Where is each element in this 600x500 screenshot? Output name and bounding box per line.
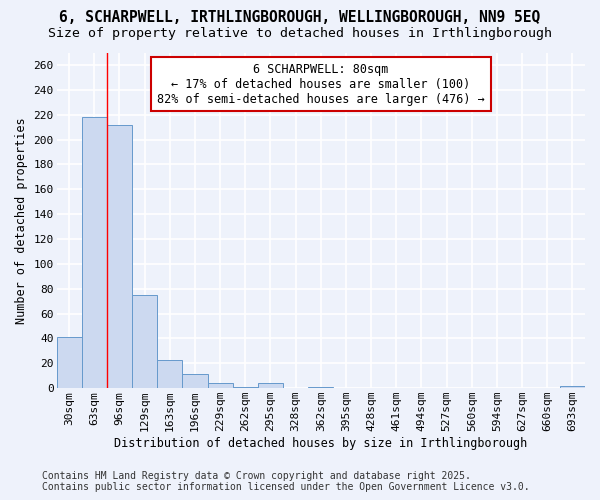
Bar: [258, 383, 283, 388]
Bar: [107, 124, 132, 388]
Bar: [157, 360, 182, 388]
Text: Size of property relative to detached houses in Irthlingborough: Size of property relative to detached ho…: [48, 28, 552, 40]
Bar: [82, 117, 107, 388]
Text: 6, SCHARPWELL, IRTHLINGBOROUGH, WELLINGBOROUGH, NN9 5EQ: 6, SCHARPWELL, IRTHLINGBOROUGH, WELLINGB…: [59, 10, 541, 25]
Bar: [56, 337, 82, 388]
X-axis label: Distribution of detached houses by size in Irthlingborough: Distribution of detached houses by size …: [114, 437, 527, 450]
Bar: [233, 387, 258, 388]
Bar: [560, 386, 585, 388]
Bar: [208, 383, 233, 388]
Bar: [132, 295, 157, 388]
Text: 6 SCHARPWELL: 80sqm
← 17% of detached houses are smaller (100)
82% of semi-detac: 6 SCHARPWELL: 80sqm ← 17% of detached ho…: [157, 62, 485, 106]
Text: Contains HM Land Registry data © Crown copyright and database right 2025.
Contai: Contains HM Land Registry data © Crown c…: [42, 471, 530, 492]
Y-axis label: Number of detached properties: Number of detached properties: [15, 117, 28, 324]
Bar: [308, 387, 334, 388]
Bar: [182, 374, 208, 388]
